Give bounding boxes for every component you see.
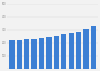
Bar bbox=[31, 39, 37, 69]
Bar bbox=[68, 33, 74, 69]
Bar bbox=[91, 26, 96, 69]
Bar bbox=[83, 29, 89, 69]
Bar bbox=[9, 40, 14, 69]
Bar bbox=[46, 37, 52, 69]
Bar bbox=[39, 38, 44, 69]
Bar bbox=[54, 36, 59, 69]
Bar bbox=[24, 39, 29, 69]
Bar bbox=[61, 34, 66, 69]
Bar bbox=[76, 32, 81, 69]
Bar bbox=[17, 40, 22, 69]
